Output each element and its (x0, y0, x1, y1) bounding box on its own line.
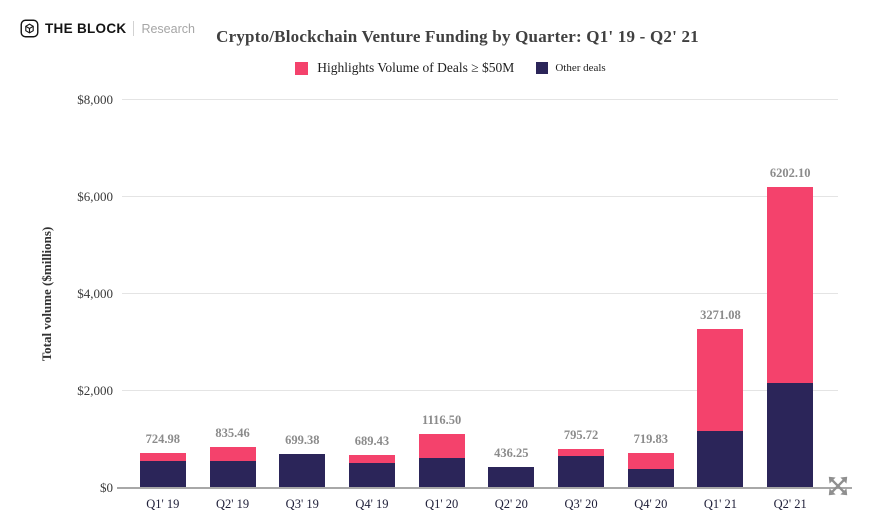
bar-column: 835.46 Q2' 19 (198, 100, 268, 511)
plot-area: 724.98 Q1' 19 835.46 Q2' 19 699.38 Q3' 19 689.… (77, 92, 852, 511)
bar-segment-large-deals[interactable] (418, 433, 465, 459)
x-axis-tick-label: Q1' 20 (425, 497, 459, 511)
y-axis-tick-label: $2,000 (77, 383, 113, 398)
y-axis-tick-label: $8,000 (77, 92, 113, 107)
bar-total-label: 699.38 (285, 433, 320, 448)
chart-title: Crypto/Blockchain Venture Funding by Qua… (216, 27, 699, 46)
x-axis-tick-label: Q3' 19 (285, 497, 319, 511)
bar-segment-large-deals[interactable] (348, 454, 395, 463)
bar-segment-large-deals[interactable] (697, 329, 744, 431)
brand-subtitle: Research (141, 21, 195, 36)
gridline (122, 99, 838, 100)
x-axis-tick-label: Q3' 20 (564, 497, 598, 511)
bar-total-label: 795.72 (563, 428, 599, 443)
bar-column: 724.98 Q1' 19 (128, 100, 198, 511)
bar-segment-large-deals[interactable] (767, 187, 814, 384)
bar-column: 795.72 Q3' 20 (546, 100, 616, 511)
bar-column: 1116.50 Q1' 20 (407, 100, 477, 511)
legend: Highlights Volume of Deals ≥ $50M Other … (0, 60, 869, 76)
bar-segment-other-deals[interactable] (627, 468, 674, 488)
legend-label-other-deals: Other deals (555, 62, 606, 74)
bar-total-label: 835.46 (215, 426, 250, 441)
bar-total-label: 719.83 (633, 432, 668, 447)
bars-container: 724.98 Q1' 19 835.46 Q2' 19 699.38 Q3' 19 689.… (128, 100, 825, 511)
x-axis-tick-label: Q1' 19 (146, 497, 180, 511)
the-block-logo[interactable]: THE BLOCK Research (20, 19, 195, 38)
bar-column: 689.43 Q4' 19 (337, 100, 407, 511)
bar-segment-other-deals[interactable] (279, 454, 326, 488)
bar-segment-other-deals[interactable] (139, 460, 186, 488)
gridline (122, 293, 838, 294)
bar-total-label: 436.25 (494, 445, 529, 460)
bar-segment-large-deals[interactable] (558, 449, 605, 457)
bar-segment-other-deals[interactable] (418, 458, 465, 488)
expand-chart-icon[interactable] (825, 473, 851, 499)
x-axis-tick-label: Q1' 21 (703, 497, 738, 511)
y-axis-tick-label: $6,000 (77, 189, 113, 204)
bar-column: 719.83 Q4' 20 (616, 100, 686, 511)
bar-column: 3271.08 Q1' 21 (686, 100, 756, 511)
x-axis-tick-label: Q2' 19 (215, 497, 250, 511)
bar-column: 6202.10 Q2' 21 (755, 100, 825, 511)
bar-segment-other-deals[interactable] (348, 462, 395, 488)
bar-segment-other-deals[interactable] (697, 430, 744, 488)
gridline (122, 390, 838, 391)
bar-segment-other-deals[interactable] (767, 383, 814, 488)
block-cube-icon (20, 19, 45, 38)
y-axis-title: Total volume ($millions) (39, 226, 54, 362)
bar-segment-other-deals[interactable] (209, 460, 256, 488)
y-axis-tick-label: $0 (100, 480, 113, 495)
bar-total-label: 724.98 (145, 431, 181, 446)
legend-item-large-deals[interactable]: Highlights Volume of Deals ≥ $50M (295, 60, 514, 76)
legend-label-large-deals: Highlights Volume of Deals ≥ $50M (317, 60, 515, 75)
brand-divider (133, 21, 135, 36)
bar-segment-large-deals[interactable] (209, 447, 256, 461)
bar-total-label: 6202.10 (769, 166, 811, 181)
bar-total-label: 1116.50 (422, 412, 462, 427)
x-axis-tick-label: Q4' 19 (355, 497, 389, 511)
bar-segment-other-deals[interactable] (558, 456, 605, 488)
bar-segment-large-deals[interactable] (627, 453, 674, 469)
bar-total-label: 3271.08 (700, 308, 741, 323)
legend-swatch-pink-icon (295, 61, 309, 75)
x-axis-line (117, 487, 852, 489)
x-axis-tick-label: Q2' 20 (494, 497, 528, 511)
bar-column: 436.25 Q2' 20 (477, 100, 547, 511)
y-axis-tick-label: $4,000 (77, 286, 113, 301)
gridline (122, 196, 838, 197)
x-axis-tick-label: Q2' 21 (773, 497, 807, 511)
bar-segment-other-deals[interactable] (488, 466, 535, 488)
legend-swatch-navy-icon (536, 62, 549, 74)
legend-item-other-deals[interactable]: Other deals (536, 62, 606, 74)
bar-column: 699.38 Q3' 19 (267, 100, 337, 511)
bar-segment-large-deals[interactable] (139, 452, 186, 461)
bar-total-label: 689.43 (354, 433, 390, 448)
x-axis-tick-label: Q4' 20 (634, 497, 668, 511)
brand-name: THE BLOCK (45, 21, 127, 36)
